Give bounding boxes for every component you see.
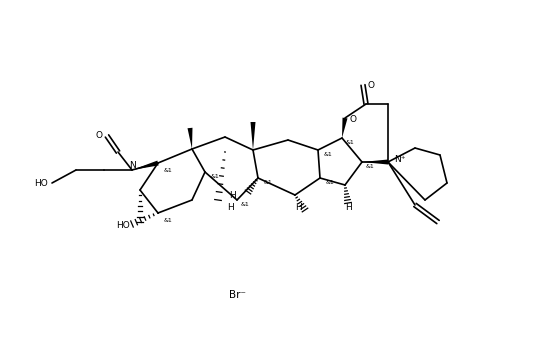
Text: O: O [349, 116, 356, 125]
Text: O: O [367, 81, 374, 90]
Text: HO: HO [34, 179, 48, 188]
Text: &1: &1 [264, 181, 272, 185]
Text: &1: &1 [324, 153, 332, 157]
Text: H: H [230, 191, 236, 200]
Text: &1: &1 [164, 169, 172, 173]
Text: N: N [129, 162, 136, 171]
Text: &1: &1 [164, 219, 172, 224]
Text: &1: &1 [240, 202, 250, 208]
Text: HO: HO [116, 220, 130, 229]
Polygon shape [362, 160, 388, 164]
Text: H: H [295, 202, 301, 211]
Text: &1: &1 [345, 140, 355, 146]
Text: &1: &1 [210, 174, 220, 180]
Polygon shape [342, 118, 348, 138]
Polygon shape [132, 161, 159, 170]
Polygon shape [188, 128, 193, 149]
Text: &1: &1 [325, 181, 335, 185]
Text: &1: &1 [366, 164, 374, 170]
Text: N⁺: N⁺ [394, 155, 406, 164]
Polygon shape [251, 122, 256, 150]
Text: Br⁻: Br⁻ [229, 290, 245, 300]
Text: H: H [228, 203, 235, 212]
Text: H: H [345, 203, 351, 212]
Text: O: O [96, 131, 103, 140]
